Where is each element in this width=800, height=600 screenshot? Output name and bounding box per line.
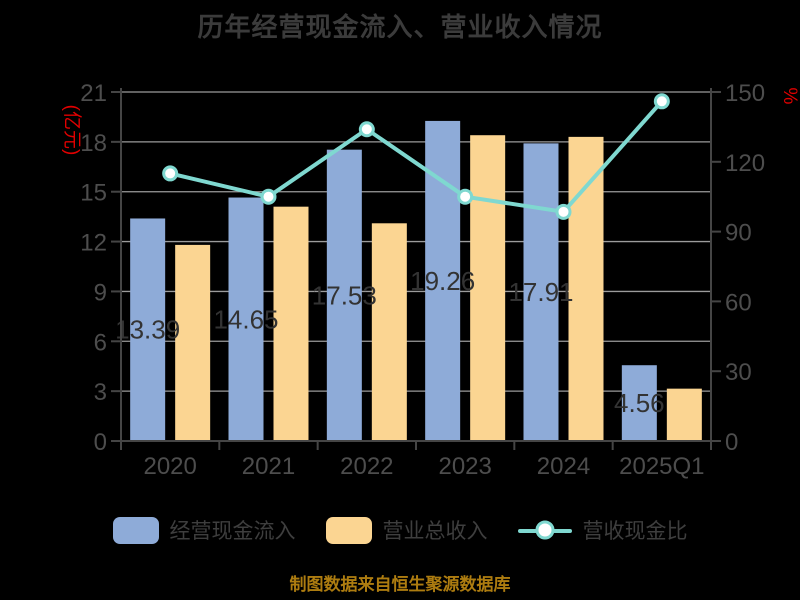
chart-title: 历年经营现金流入、营业收入情况 <box>197 12 603 42</box>
right-axis-tick-label: 90 <box>725 220 752 247</box>
ratio-line <box>168 99 664 214</box>
right-axis-tick-label: 30 <box>725 359 752 386</box>
bar-revenue-2023 <box>470 135 506 441</box>
left-axis-tick-label: 12 <box>80 230 107 257</box>
bar-value-label-2024: 17.91 <box>508 277 573 307</box>
bar-value-label-2022: 17.53 <box>312 280 377 310</box>
x-axis-label-2022: 2022 <box>340 453 393 480</box>
ratio-marker-2023 <box>457 188 474 205</box>
ratio-marker-2025Q1 <box>653 93 670 110</box>
cash-ratio-legend-label: 营收现金比 <box>582 520 688 543</box>
bar-cash-inflow-2024 <box>523 143 559 442</box>
right-axis-tick-label: 150 <box>725 80 765 107</box>
bar-revenue-2021 <box>273 206 309 441</box>
bar-revenue-2022 <box>371 223 407 441</box>
left-axis-tick-label: 9 <box>94 279 107 306</box>
bar-revenue-2024 <box>568 136 604 441</box>
right-axis-tick-label: 0 <box>725 429 738 456</box>
left-axis-tick-label: 0 <box>94 429 107 456</box>
left-axis-tick-label: 15 <box>80 180 107 207</box>
ratio-marker-2020 <box>162 165 179 182</box>
left-axis-tick-label: 18 <box>80 130 107 157</box>
legend-item-cash-ratio[interactable]: 营收现金比 <box>517 515 688 545</box>
left-axis-unit: (亿元) <box>61 105 83 156</box>
x-axis-label-2024: 2024 <box>537 453 590 480</box>
revenue-swatch <box>325 516 372 544</box>
bar-cash-inflow-2021 <box>228 197 264 441</box>
bar-value-label-2021: 14.65 <box>213 304 278 334</box>
left-axis-tick-label: 21 <box>80 80 107 107</box>
bar-cash-inflow-2020 <box>130 218 166 441</box>
bar-value-label-2023: 19.26 <box>410 266 475 296</box>
cash-ratio-marker-icon <box>535 520 554 540</box>
x-axis-label-2025Q1: 2025Q1 <box>619 453 704 480</box>
right-axis-tick-label: 60 <box>725 289 752 316</box>
x-axis-label-2023: 2023 <box>438 453 491 480</box>
bar-value-label-2020: 13.39 <box>115 315 180 345</box>
legend: 经营现金流入 营业总收入 营收现金比 <box>0 515 800 545</box>
legend-item-cash-inflow[interactable]: 经营现金流入 <box>112 515 296 545</box>
x-axis-label-2021: 2021 <box>242 453 295 480</box>
bar-value-label-2025Q1: 4.56 <box>614 388 665 418</box>
legend-item-revenue[interactable]: 营业总收入 <box>325 515 488 545</box>
ratio-marker-2021 <box>260 188 277 205</box>
ratio-marker-2024 <box>555 203 572 220</box>
revenue-legend-label: 营业总收入 <box>382 520 488 543</box>
right-axis-unit: % <box>779 88 800 105</box>
bar-revenue-2020 <box>175 244 211 441</box>
bar-cash-inflow-2025Q1 <box>621 365 657 441</box>
cash-inflow-legend-label: 经营现金流入 <box>169 520 296 543</box>
x-axis-label-2020: 2020 <box>143 453 196 480</box>
left-axis-tick-label: 3 <box>94 379 107 406</box>
right-axis-tick-label: 120 <box>725 150 765 177</box>
data-source-note: 制图数据来自恒生聚源数据库 <box>289 575 511 594</box>
left-axis-tick-label: 6 <box>94 329 107 356</box>
ratio-marker-2022 <box>358 121 375 138</box>
cash-inflow-swatch <box>112 516 159 544</box>
bar-cash-inflow-2022 <box>326 149 362 441</box>
bar-revenue-2025Q1 <box>666 388 702 441</box>
cash-ratio-line-swatch <box>517 517 572 544</box>
